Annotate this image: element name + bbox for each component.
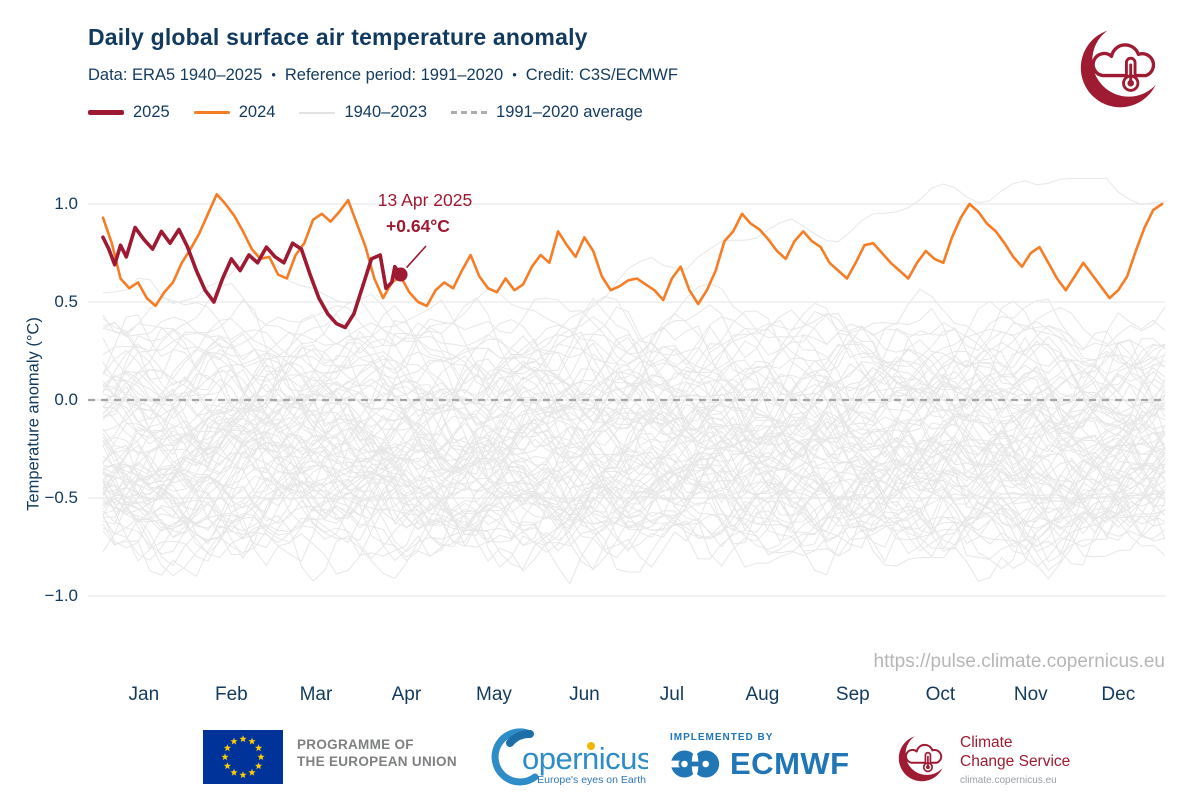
x-tick-label-sep: Sep — [835, 684, 870, 705]
x-tick-label-jul: Jul — [659, 684, 685, 705]
annotation-date: 13 Apr 2025 — [377, 190, 473, 210]
eu-star-icon — [254, 744, 263, 752]
watermark-url: https://pulse.climate.copernicus.eu — [873, 651, 1166, 672]
legend-item-2025: 2025 — [88, 103, 170, 122]
legend-swatch-1940-2023 — [299, 111, 336, 114]
x-tick-label-feb: Feb — [214, 684, 248, 705]
ccs-url: climate.copernicus.eu — [960, 775, 1057, 786]
eu-star-icon — [239, 771, 247, 779]
ccs-name-line2: Change Service — [960, 753, 1071, 770]
x-tick-label-jan: Jan — [128, 684, 160, 705]
ccs-cloud-thermometer-icon — [896, 728, 952, 784]
y-tick-label: 0.5 — [54, 292, 78, 311]
chart-legend: 2025 2024 1940–2023 1991–2020 average — [88, 103, 643, 122]
c3s-cloud-thermometer-icon — [1076, 16, 1172, 112]
eu-star-icon — [230, 737, 238, 745]
legend-swatch-2025 — [88, 110, 124, 115]
bullet-separator: • — [271, 67, 276, 82]
legend-swatch-average — [451, 111, 488, 114]
subtitle-data: Data: ERA5 1940–2025 — [88, 66, 263, 84]
implemented-by-label: IMPLEMENTED BY — [670, 732, 774, 743]
y-tick-label: −0.5 — [44, 488, 78, 507]
x-tick-label-oct: Oct — [925, 684, 956, 705]
ecmwf-logo-icon — [670, 750, 720, 778]
eu-programme-text: PROGRAMME OF THE EUROPEAN UNION — [297, 736, 457, 770]
eu-star-icon — [223, 744, 232, 752]
footer-logos: PROGRAMME OF THE EUROPEAN UNION opernicu… — [0, 722, 1200, 804]
legend-item-2024: 2024 — [193, 103, 276, 122]
x-tick-label-mar: Mar — [299, 684, 333, 705]
copernicus-logo: opernicus Europe's eyes on Earth — [491, 728, 648, 786]
copernicus-tagline: Europe's eyes on Earth — [537, 774, 646, 786]
eu-star-icon — [257, 753, 265, 761]
eu-flag-icon — [203, 730, 283, 784]
legend-swatch-2024 — [193, 111, 230, 114]
bullet-separator: • — [512, 67, 517, 82]
subtitle-reference: Reference period: 1991–2020 — [284, 66, 504, 84]
eu-star-icon — [254, 762, 263, 770]
legend-label-2025: 2025 — [133, 103, 170, 121]
legend-label-2024: 2024 — [238, 103, 276, 121]
eu-star-icon — [248, 768, 256, 776]
x-tick-label-dec: Dec — [1101, 684, 1136, 705]
page-title: Daily global surface air temperature ano… — [88, 24, 588, 50]
climate-change-service-block: Climate Change Service climate.copernicu… — [896, 728, 1070, 786]
ccs-name-line1: Climate — [960, 734, 1013, 751]
legend-item-1940-2023: 1940–2023 — [299, 103, 427, 122]
ecmwf-block: IMPLEMENTED BY ECMWF — [670, 732, 850, 782]
y-tick-label: 1.0 — [54, 194, 78, 213]
eu-star-icon — [223, 762, 232, 770]
eu-programme-line1: PROGRAMME OF — [297, 737, 414, 752]
legend-label-average: 1991–2020 average — [496, 103, 643, 121]
x-tick-label-apr: Apr — [391, 684, 422, 705]
ecmwf-wordmark: ECMWF — [730, 746, 850, 781]
x-tick-label-aug: Aug — [745, 684, 780, 705]
eu-star-icon — [221, 753, 229, 761]
annotation-value: +0.64°C — [386, 216, 450, 236]
y-tick-label: −1.0 — [44, 586, 78, 605]
x-tick-label-jun: Jun — [569, 684, 600, 705]
chart-subtitle: Data: ERA5 1940–2025 • Reference period: 1… — [88, 66, 678, 85]
y-axis-title: Temperature anomaly (°C) — [24, 317, 43, 511]
legend-item-average: 1991–2020 average — [451, 103, 643, 122]
x-tick-label-nov: Nov — [1013, 684, 1048, 705]
subtitle-credit: Credit: C3S/ECMWF — [525, 66, 678, 84]
eu-star-icon — [239, 735, 247, 743]
x-tick-label-may: May — [476, 684, 512, 705]
eu-programme-line2: THE EUROPEAN UNION — [297, 754, 457, 769]
copernicus-wordmark: opernicus — [522, 741, 648, 776]
eu-star-icon — [230, 768, 238, 776]
eu-star-icon — [248, 737, 256, 745]
y-tick-label: 0.0 — [54, 390, 78, 409]
legend-label-1940-2023: 1940–2023 — [344, 103, 428, 121]
copernicus-dot-icon — [587, 742, 595, 750]
